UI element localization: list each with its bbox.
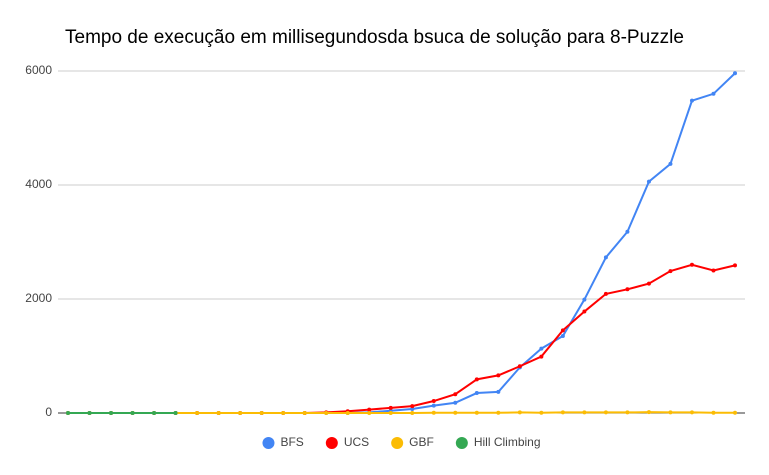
data-point <box>367 411 372 415</box>
data-point <box>560 334 565 339</box>
legend-marker <box>391 437 404 449</box>
data-point <box>646 179 651 184</box>
data-point <box>668 410 673 415</box>
data-point <box>517 364 522 369</box>
legend-label: Hill Climbing <box>474 435 541 449</box>
legend-marker <box>262 437 275 449</box>
data-point <box>560 410 565 415</box>
data-point <box>689 410 694 415</box>
data-point <box>431 403 436 408</box>
data-point <box>711 410 716 415</box>
data-point <box>733 263 737 268</box>
data-point <box>474 377 479 382</box>
data-point <box>109 411 114 415</box>
data-point <box>711 91 716 96</box>
data-point <box>733 410 737 415</box>
legend-label: UCS <box>344 435 369 449</box>
data-point <box>195 411 200 415</box>
legend-marker <box>325 437 338 449</box>
data-point <box>281 411 286 415</box>
data-point <box>152 411 157 415</box>
data-point <box>668 161 673 166</box>
data-point <box>539 346 544 351</box>
data-point <box>689 262 694 267</box>
data-point <box>603 410 608 415</box>
data-point <box>66 411 70 415</box>
data-point <box>410 404 415 409</box>
data-point <box>216 411 221 415</box>
data-point <box>582 410 587 415</box>
y-tick-label: 2000 <box>25 291 52 305</box>
data-point <box>173 411 178 415</box>
data-point <box>625 410 630 415</box>
data-point <box>345 411 350 415</box>
data-point <box>668 269 673 274</box>
data-point <box>646 410 651 415</box>
data-point <box>582 297 587 302</box>
data-point <box>625 229 630 234</box>
data-point <box>711 268 716 273</box>
data-point <box>733 71 737 76</box>
data-point <box>582 309 587 314</box>
legend-label: BFS <box>280 435 303 449</box>
data-point <box>259 411 264 415</box>
data-point <box>474 410 479 415</box>
data-point <box>539 410 544 415</box>
legend-marker <box>455 437 468 449</box>
data-point <box>625 287 630 292</box>
data-point <box>302 411 307 415</box>
data-point <box>496 389 501 394</box>
data-point <box>431 399 436 404</box>
data-point <box>560 328 565 333</box>
data-point <box>238 411 243 415</box>
data-point <box>603 255 608 260</box>
data-point <box>517 410 522 415</box>
data-point <box>410 407 415 412</box>
y-tick-label: 4000 <box>25 177 52 191</box>
data-point <box>474 391 479 396</box>
series-line <box>68 411 735 414</box>
data-point <box>410 411 415 415</box>
data-point <box>539 354 544 359</box>
data-point <box>87 411 92 415</box>
data-point <box>367 407 372 412</box>
data-point <box>453 410 458 415</box>
legend-label: GBF <box>409 435 434 449</box>
data-point <box>453 392 458 397</box>
data-point <box>496 373 501 378</box>
data-point <box>496 410 501 415</box>
y-tick-label: 6000 <box>25 63 52 77</box>
data-point <box>646 281 651 286</box>
data-point <box>130 411 135 415</box>
data-point <box>324 411 329 415</box>
y-tick-label: 0 <box>45 405 52 419</box>
data-point <box>431 410 436 415</box>
data-point <box>388 405 393 410</box>
data-point <box>453 400 458 405</box>
data-point <box>388 411 393 415</box>
data-point <box>689 98 694 103</box>
data-point <box>603 291 608 296</box>
chart-title: Tempo de execução em millisegundosda bsu… <box>65 27 684 48</box>
